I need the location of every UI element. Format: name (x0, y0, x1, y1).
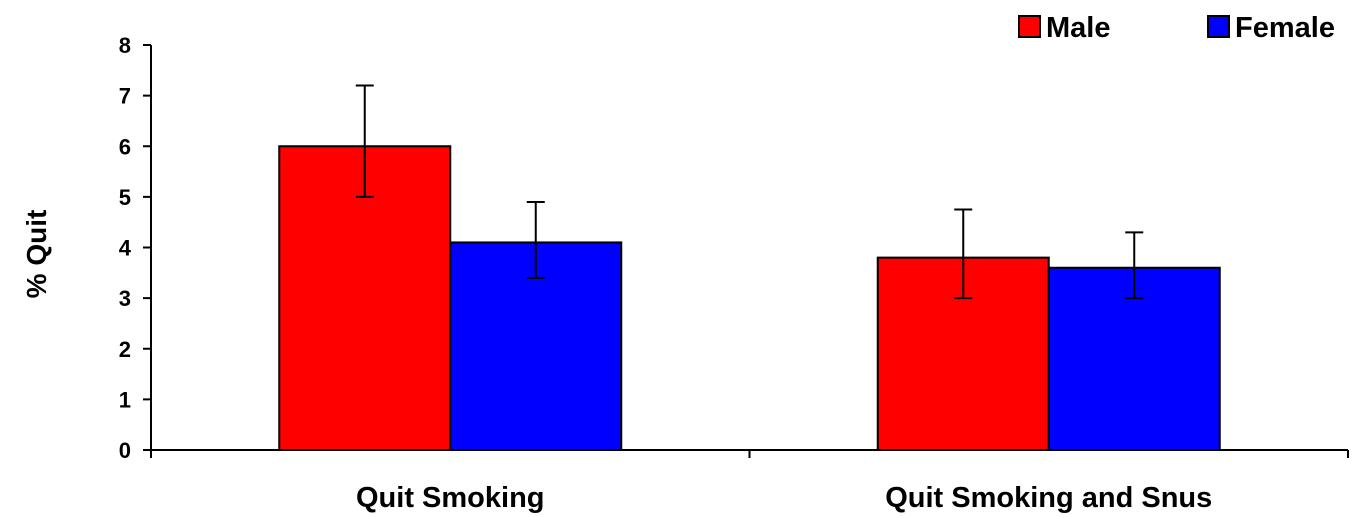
y-tick-label-4: 4 (119, 236, 132, 261)
legend-swatch-male (1018, 15, 1041, 38)
legend-label-female: Female (1235, 12, 1335, 44)
x-category-label-1: Quit Smoking (356, 482, 545, 514)
legend-swatch-female (1207, 15, 1230, 38)
y-ticks-layer: 0 1 2 3 4 5 6 7 8 (119, 33, 151, 463)
y-tick-label-6: 6 (119, 134, 131, 159)
y-tick-label-5: 5 (119, 185, 131, 210)
legend: Male Female (1018, 12, 1335, 44)
y-tick-label-7: 7 (119, 84, 131, 109)
y-tick-label-8: 8 (119, 33, 131, 58)
y-axis-title: % Quit (21, 210, 52, 299)
x-ticks-layer: Quit Smoking Quit Smoking and Snus (150, 450, 1349, 514)
x-category-label-2: Quit Smoking and Snus (885, 482, 1212, 514)
y-tick-label-0: 0 (119, 438, 131, 463)
bars-layer (278, 145, 1221, 451)
y-tick-label-3: 3 (119, 286, 131, 311)
y-tick-label-2: 2 (119, 337, 131, 362)
legend-label-male: Male (1046, 12, 1110, 44)
error-bars-layer (355, 84, 1144, 300)
y-tick-label-1: 1 (119, 387, 131, 412)
